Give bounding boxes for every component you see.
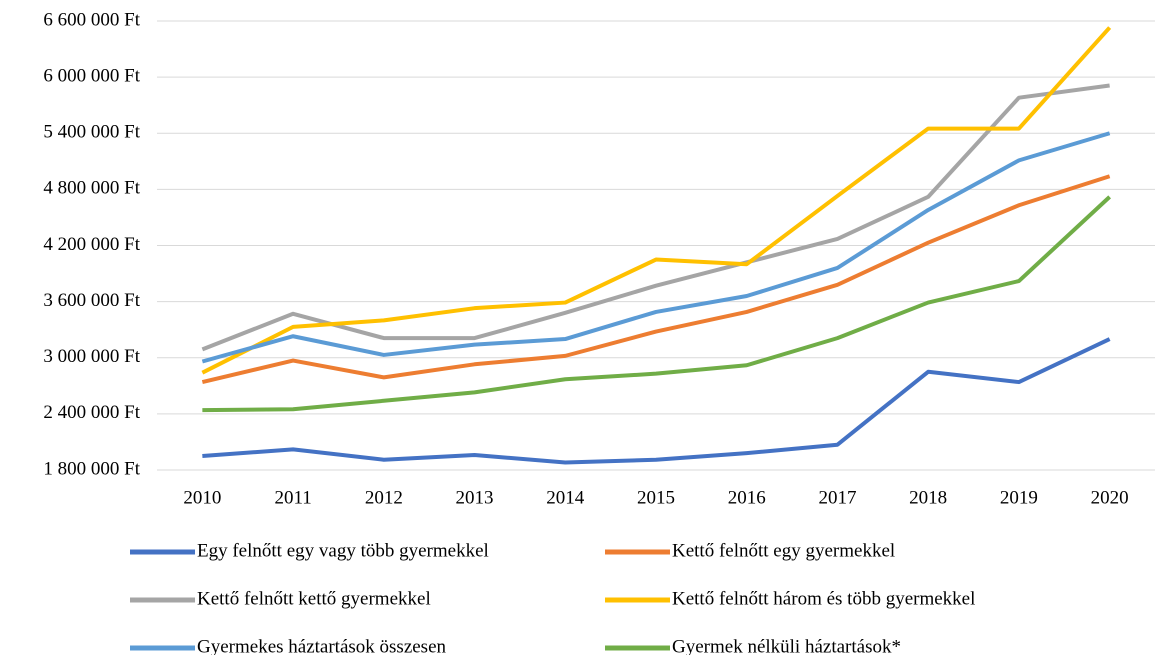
x-tick-label: 2019 [1000,487,1038,508]
legend-label: Kettő felnőtt egy gyermekkel [672,540,895,561]
y-tick-label: 4 200 000 Ft [43,234,140,255]
series-line [201,26,1112,375]
series-line [202,337,1111,465]
x-tick-label: 2018 [909,487,947,508]
legend-label: Kettő felnőtt kettő gyermekkel [197,588,431,609]
series-line [202,195,1111,413]
x-tick-label: 2011 [274,487,311,508]
legend-label: Kettő felnőtt három és több gyermekkel [672,588,975,609]
y-tick-label: 6 600 000 Ft [43,9,140,30]
series-line [201,83,1110,352]
legend-label: Gyermekes háztartások összesen [197,636,447,655]
y-tick-label: 3 000 000 Ft [43,346,140,367]
y-tick-label: 6 000 000 Ft [43,65,140,86]
y-tick-label: 2 400 000 Ft [43,402,140,423]
legend-label: Egy felnőtt egy vagy több gyermekkel [197,540,489,561]
y-tick-label: 3 600 000 Ft [43,290,140,311]
series-line [201,131,1111,364]
x-tick-label: 2010 [183,487,221,508]
series-line [201,174,1111,385]
x-tick-label: 2016 [728,487,766,508]
x-tick-label: 2013 [456,487,494,508]
y-tick-label: 5 400 000 Ft [43,122,140,143]
x-tick-label: 2020 [1091,487,1129,508]
x-tick-label: 2014 [546,487,585,508]
y-tick-label: 4 800 000 Ft [43,178,140,199]
legend-label: Gyermek nélküli háztartások* [672,636,901,655]
x-tick-label: 2012 [365,487,403,508]
x-tick-label: 2015 [637,487,675,508]
y-tick-label: 1 800 000 Ft [43,458,140,479]
x-tick-label: 2017 [818,487,856,508]
